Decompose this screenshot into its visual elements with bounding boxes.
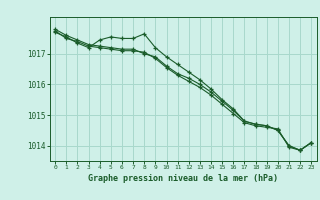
X-axis label: Graphe pression niveau de la mer (hPa): Graphe pression niveau de la mer (hPa) — [88, 174, 278, 183]
